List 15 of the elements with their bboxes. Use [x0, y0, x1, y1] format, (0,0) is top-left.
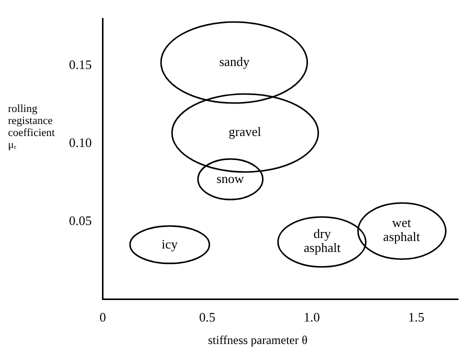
- annotation: icy: [162, 236, 178, 252]
- x-tick-label: 0: [100, 310, 106, 325]
- annotation: wet asphalt: [383, 215, 420, 244]
- x-tick-label: 0.5: [199, 310, 216, 325]
- y-tick-label: 0.10: [69, 134, 92, 150]
- y-axis-title: rolling registance coefficient μᵣ: [8, 103, 56, 151]
- annotation: gravel: [228, 124, 262, 140]
- y-tick-label: 0.15: [69, 56, 92, 72]
- annotation: dry asphalt: [304, 226, 341, 256]
- x-tick-label: 1.5: [408, 310, 424, 325]
- annotation: snow: [216, 170, 245, 186]
- x-tick-label: 1.0: [304, 310, 320, 325]
- x-axis-title: stiffness parameter θ: [208, 333, 308, 348]
- y-tick-label: 0.05: [69, 212, 92, 228]
- annotation: sandy: [219, 54, 250, 69]
